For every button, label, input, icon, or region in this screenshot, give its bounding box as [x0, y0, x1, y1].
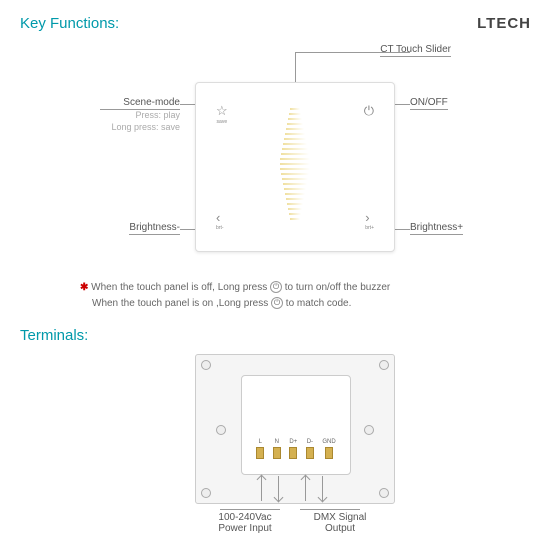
- terminals-diagram: L N D+ D- GND 100-240Vac Power Input DMX…: [20, 354, 531, 544]
- power-icon: ⏻: [270, 281, 282, 293]
- key-functions-diagram: CT Touch Slider Scene-mode Press: play L…: [20, 42, 531, 272]
- terminal-pin: GND: [322, 439, 335, 459]
- terminal-module: L N D+ D- GND: [241, 375, 351, 475]
- callout-line: [295, 52, 410, 53]
- screw-icon: [364, 425, 374, 435]
- brand-logo: LTECH: [477, 15, 531, 32]
- callout-line: [300, 509, 360, 510]
- back-plate: L N D+ D- GND: [195, 354, 395, 504]
- dmx-output-label: DMX Signal Output: [300, 512, 380, 534]
- screw-icon: [379, 488, 389, 498]
- power-input-label: 100-240Vac Power Input: [205, 512, 285, 534]
- brightness-plus-label: Brightness+: [410, 222, 463, 233]
- touch-panel: ☆save ⏻ ‹brt- ›brt+: [195, 82, 395, 252]
- terminal-pin: D+: [289, 439, 297, 459]
- power-icon: ⏻: [271, 297, 283, 309]
- terminal-row: L N D+ D- GND: [252, 439, 340, 459]
- notes: ✱ When the touch panel is off, Long pres…: [20, 280, 531, 312]
- terminal-pin: L: [256, 439, 264, 459]
- on-off-label: ON/OFF: [410, 97, 448, 108]
- terminal-pin: D-: [306, 439, 314, 459]
- ct-slider: [280, 108, 310, 223]
- terminal-pin: N: [273, 439, 281, 459]
- callout-line: [220, 509, 280, 510]
- asterisk-icon: ✱: [80, 282, 88, 293]
- terminals-title: Terminals:: [20, 327, 531, 344]
- star-icon: ☆save: [216, 103, 228, 125]
- brightness-minus-label: Brightness-: [120, 222, 180, 233]
- screw-icon: [201, 488, 211, 498]
- screw-icon: [379, 360, 389, 370]
- ct-slider-label: CT Touch Slider: [380, 44, 451, 55]
- key-functions-title: Key Functions:: [20, 15, 119, 32]
- chevron-right-icon: ›brt+: [365, 210, 374, 231]
- screw-icon: [201, 360, 211, 370]
- power-icon: ⏻: [364, 103, 374, 119]
- scene-mode-label: Scene-mode Press: play Long press: save: [100, 97, 180, 133]
- chevron-left-icon: ‹brt-: [216, 210, 224, 231]
- screw-icon: [216, 425, 226, 435]
